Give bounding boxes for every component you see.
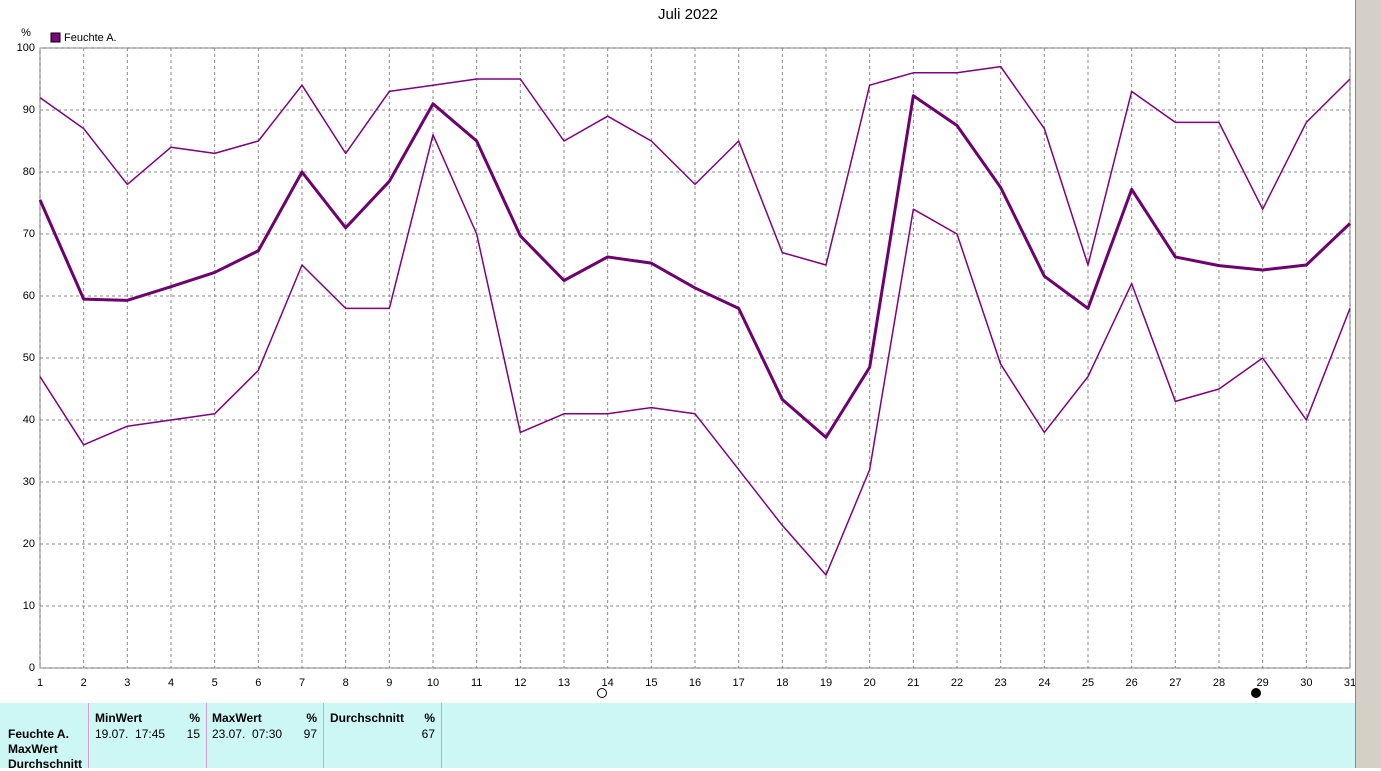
chart-title: Juli 2022 [658, 6, 718, 23]
stats-column: MaxWert % 23.07. 07:30 97 [206, 703, 324, 768]
row-label: Feuchte A. [8, 727, 69, 741]
series-line [39, 65, 1351, 266]
column-title: MinWert [95, 711, 143, 725]
column-unit: % [306, 711, 317, 725]
x-tick-label: 27 [1169, 677, 1181, 689]
x-tick-label: 30 [1300, 677, 1312, 689]
x-tick-label: 22 [951, 677, 963, 689]
time: 23.07. 07:30 [212, 727, 283, 741]
x-tick-label: 18 [776, 677, 788, 689]
x-tick-label: 1 [37, 677, 43, 689]
series-line [39, 134, 1351, 576]
row-label: Durchschnitt [8, 757, 83, 771]
column-unit: % [189, 711, 200, 725]
column-title: MaxWert [212, 711, 262, 725]
y-tick-label: 50 [23, 352, 35, 364]
x-tick-label: 19 [820, 677, 832, 689]
column-title: Durchschnitt [330, 711, 405, 725]
x-tick-label: 26 [1126, 677, 1138, 689]
moon-icon [1251, 688, 1261, 698]
x-tick-label: 3 [124, 677, 130, 689]
value: 97 [303, 727, 317, 741]
x-tick-label: 5 [212, 677, 218, 689]
x-tick-label: 2 [81, 677, 87, 689]
y-tick-label: 70 [23, 228, 35, 240]
moon-icon [597, 688, 607, 698]
x-tick-label: 8 [343, 677, 349, 689]
y-tick-label: 30 [23, 476, 35, 488]
legend-label: Feuchte A. [64, 32, 117, 44]
y-tick-label: 80 [23, 166, 35, 178]
y-unit: % [21, 27, 31, 39]
x-tick-label: 28 [1213, 677, 1225, 689]
x-tick-label: 11 [471, 677, 482, 689]
x-tick-label: 21 [907, 677, 919, 689]
y-tick-label: 10 [23, 600, 35, 612]
x-tick-label: 29 [1257, 677, 1269, 689]
x-tick-label: 23 [995, 677, 1007, 689]
y-tick-label: 90 [23, 104, 35, 116]
x-tick-label: 6 [255, 677, 261, 689]
y-tick-label: 0 [29, 662, 35, 674]
x-tick-label: 9 [386, 677, 392, 689]
x-tick-label: 24 [1038, 677, 1050, 689]
y-tick-label: 20 [23, 538, 35, 550]
value: 67 [421, 727, 435, 741]
column-unit: % [424, 711, 435, 725]
legend-swatch [50, 32, 61, 43]
x-tick-label: 13 [558, 677, 570, 689]
x-tick-label: 20 [864, 677, 876, 689]
row-label: MaxWert [8, 742, 58, 756]
stats-column: MinWert % 19.07. 17:45 15 [88, 703, 207, 768]
y-tick-label: 100 [17, 42, 35, 54]
window-edge [1355, 0, 1381, 768]
x-tick-label: 31 [1344, 677, 1355, 689]
x-tick-label: 10 [427, 677, 439, 689]
series-line [38, 94, 1352, 439]
x-tick-label: 7 [299, 677, 305, 689]
chart: Juli 2022 % Feuchte A. 0 10 20 30 40 50 60 70 80… [17, 6, 1355, 698]
x-tick-label: 16 [689, 677, 701, 689]
value: 15 [186, 727, 200, 741]
y-tick-label: 40 [23, 414, 35, 426]
x-tick-label: 4 [168, 677, 174, 689]
stats-column: Durchschnitt % 67 [324, 703, 442, 768]
stats-panel: Feuchte A. MaxWert Durchschnitt MinWert … [0, 703, 1355, 771]
x-tick-label: 17 [733, 677, 745, 689]
time: 19.07. 17:45 [95, 727, 166, 741]
x-tick-label: 14 [602, 677, 614, 689]
x-tick-label: 25 [1082, 677, 1094, 689]
x-tick-label: 12 [514, 677, 526, 689]
x-tick-label: 15 [645, 677, 657, 689]
y-tick-label: 60 [23, 290, 35, 302]
